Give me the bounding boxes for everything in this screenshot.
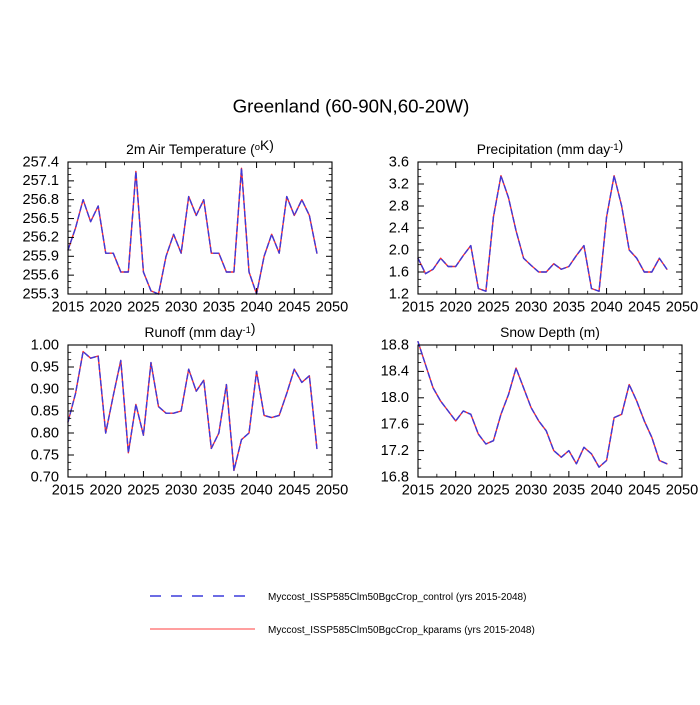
svg-text:2040: 2040 xyxy=(240,483,272,499)
svg-text:0.85: 0.85 xyxy=(31,403,59,419)
svg-text:18.8: 18.8 xyxy=(381,337,409,353)
svg-text:Snow Depth (m): Snow Depth (m) xyxy=(500,325,600,340)
svg-text:2025: 2025 xyxy=(127,300,159,316)
svg-text:2.4: 2.4 xyxy=(389,220,409,236)
svg-text:257.4: 257.4 xyxy=(22,154,59,170)
svg-text:0.80: 0.80 xyxy=(31,425,59,441)
svg-text:2020: 2020 xyxy=(439,300,471,316)
svg-text:2040: 2040 xyxy=(590,300,622,316)
svg-text:2020: 2020 xyxy=(89,483,121,499)
svg-text:255.9: 255.9 xyxy=(22,249,59,265)
svg-text:2035: 2035 xyxy=(203,300,235,316)
svg-text:2035: 2035 xyxy=(553,483,585,499)
svg-text:2015: 2015 xyxy=(52,300,84,316)
svg-text:2045: 2045 xyxy=(628,300,660,316)
svg-text:18.0: 18.0 xyxy=(381,390,409,406)
svg-text:2020: 2020 xyxy=(439,483,471,499)
svg-text:2.0: 2.0 xyxy=(389,242,409,258)
svg-text:0.90: 0.90 xyxy=(31,381,59,397)
svg-text:2040: 2040 xyxy=(590,483,622,499)
svg-text:256.5: 256.5 xyxy=(22,211,59,227)
svg-text:3.6: 3.6 xyxy=(389,154,409,170)
svg-text:2030: 2030 xyxy=(515,483,547,499)
svg-text:2040: 2040 xyxy=(240,300,272,316)
svg-text:257.1: 257.1 xyxy=(22,173,59,189)
svg-text:2025: 2025 xyxy=(477,483,509,499)
svg-text:2050: 2050 xyxy=(666,483,698,499)
svg-text:255.6: 255.6 xyxy=(22,267,59,283)
svg-text:Myccost_ISSP585Clm50BgcCrop_co: Myccost_ISSP585Clm50BgcCrop_control (yrs… xyxy=(268,592,526,603)
svg-text:2035: 2035 xyxy=(203,483,235,499)
svg-text:2.8: 2.8 xyxy=(389,198,409,214)
svg-text:2045: 2045 xyxy=(278,300,310,316)
svg-text:1.00: 1.00 xyxy=(31,337,59,353)
svg-text:2050: 2050 xyxy=(316,300,348,316)
svg-text:0.75: 0.75 xyxy=(31,447,59,463)
svg-text:2025: 2025 xyxy=(127,483,159,499)
svg-text:2045: 2045 xyxy=(278,483,310,499)
svg-text:256.8: 256.8 xyxy=(22,192,59,208)
svg-text:3.2: 3.2 xyxy=(389,176,409,192)
svg-text:2035: 2035 xyxy=(553,300,585,316)
svg-text:2045: 2045 xyxy=(628,483,660,499)
svg-text:17.2: 17.2 xyxy=(381,443,409,459)
svg-text:2015: 2015 xyxy=(402,300,434,316)
svg-text:18.4: 18.4 xyxy=(381,364,409,380)
svg-text:2030: 2030 xyxy=(165,483,197,499)
svg-text:Myccost_ISSP585Clm50BgcCrop_kp: Myccost_ISSP585Clm50BgcCrop_kparams (yrs… xyxy=(268,625,535,636)
svg-text:1.6: 1.6 xyxy=(389,264,409,280)
svg-text:2015: 2015 xyxy=(52,483,84,499)
svg-text:17.6: 17.6 xyxy=(381,417,409,433)
svg-text:2015: 2015 xyxy=(402,483,434,499)
svg-text:2025: 2025 xyxy=(477,300,509,316)
svg-text:2030: 2030 xyxy=(165,300,197,316)
svg-text:256.2: 256.2 xyxy=(22,230,59,246)
svg-text:0.95: 0.95 xyxy=(31,359,59,375)
svg-text:2050: 2050 xyxy=(316,483,348,499)
svg-text:2050: 2050 xyxy=(666,300,698,316)
svg-text:Greenland (60-90N,60-20W): Greenland (60-90N,60-20W) xyxy=(233,96,470,117)
svg-text:2020: 2020 xyxy=(89,300,121,316)
svg-text:2030: 2030 xyxy=(515,300,547,316)
